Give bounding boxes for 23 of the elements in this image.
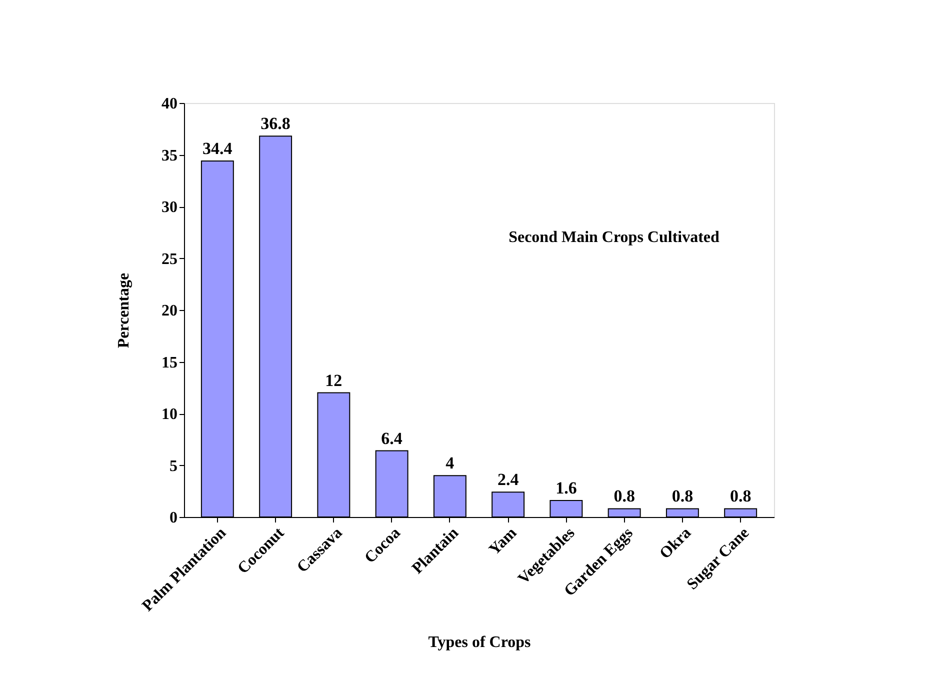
data-label: 34.4 (202, 138, 233, 158)
y-tick-label: 25 (162, 250, 178, 268)
y-tick-label: 35 (162, 147, 178, 164)
data-label: 6.4 (381, 428, 403, 448)
data-label: 0.8 (730, 486, 752, 506)
y-tick-label: 30 (162, 199, 178, 216)
x-tick-label: Yam (486, 524, 521, 559)
data-label: 0.8 (672, 486, 694, 506)
data-label: 2.4 (497, 470, 520, 490)
x-axis-title: Types of Crops (428, 634, 531, 652)
data-label: 4 (446, 454, 455, 473)
y-axis-title: Percentage (116, 272, 132, 348)
y-tick-label: 0 (170, 510, 178, 526)
y-tick-label: 10 (162, 406, 178, 423)
y-tick-label: 20 (162, 302, 178, 320)
y-tick-label: 40 (162, 96, 178, 112)
y-tick-label: 5 (170, 458, 178, 475)
data-label: 1.6 (556, 478, 577, 498)
text: Second Main Crops Cultivated (508, 229, 720, 246)
data-label: 0.8 (614, 486, 635, 506)
y-tick-label: 15 (162, 354, 178, 372)
data-label: 36.8 (260, 114, 290, 134)
data-label: 12 (325, 370, 342, 390)
